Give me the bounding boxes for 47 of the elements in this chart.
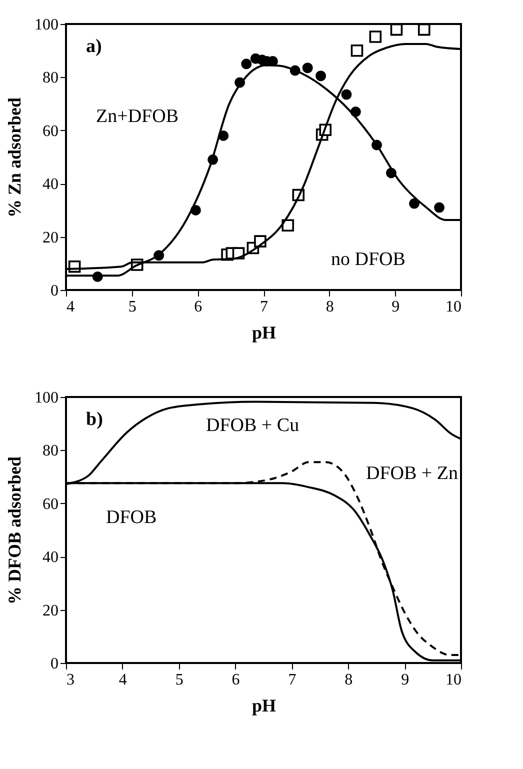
- y-axis-title: % DFOB adsorbed: [4, 456, 24, 605]
- series-label: DFOB + Cu: [206, 415, 300, 436]
- y-tick-label: 100: [34, 16, 58, 34]
- y-axis-title: % Zn adsorbed: [4, 97, 24, 218]
- point: [282, 219, 294, 232]
- y-tick-label: 80: [42, 442, 58, 460]
- x-tick-label: 7: [288, 672, 296, 688]
- x-axis-title: pH: [252, 696, 276, 716]
- y-tick-label: 80: [42, 70, 58, 87]
- point: [341, 89, 352, 100]
- y-tick-label: 60: [42, 122, 58, 140]
- point: [434, 202, 445, 213]
- y-tick-label: 100: [34, 390, 58, 406]
- point: [350, 44, 364, 57]
- x-axis-title: pH: [252, 322, 276, 342]
- point: [369, 30, 382, 43]
- point: [302, 62, 313, 74]
- x-tick-label: 10: [446, 298, 462, 316]
- y-tick-label: 20: [42, 229, 58, 246]
- x-tick-label: 6: [232, 672, 240, 688]
- y-tick-label: 0: [50, 656, 58, 672]
- x-tick-label: 8: [344, 672, 353, 688]
- x-tick-label: 9: [392, 298, 400, 316]
- y-tick-label: 0: [50, 282, 58, 300]
- x-tick-label: 3: [66, 672, 74, 688]
- x-tick-label: 5: [128, 298, 136, 316]
- point: [316, 70, 326, 82]
- x-tick-label: 6: [194, 298, 202, 316]
- series-label: DFOB + Zn: [366, 463, 458, 484]
- x-tick-label: 5: [175, 672, 184, 688]
- series-label: DFOB: [106, 507, 157, 528]
- point: [409, 198, 420, 209]
- annotation: a): [86, 36, 102, 57]
- annotation: b): [86, 409, 103, 430]
- y-tick-label: 20: [42, 602, 58, 620]
- text: no DFOB: [331, 249, 406, 270]
- y-tick-label: 40: [42, 549, 58, 566]
- x-tick-label: 10: [446, 672, 462, 688]
- x-tick-label: 8: [326, 298, 334, 316]
- point: [241, 58, 252, 70]
- x-tick-label: 9: [401, 672, 410, 688]
- x-tick-label: 7: [260, 298, 268, 316]
- text: Zn+DFOB: [96, 106, 179, 127]
- x-tick-label: 4: [118, 672, 127, 688]
- y-tick-label: 40: [42, 176, 58, 194]
- x-tick-label: 4: [66, 298, 74, 316]
- y-tick-label: 60: [42, 496, 58, 513]
